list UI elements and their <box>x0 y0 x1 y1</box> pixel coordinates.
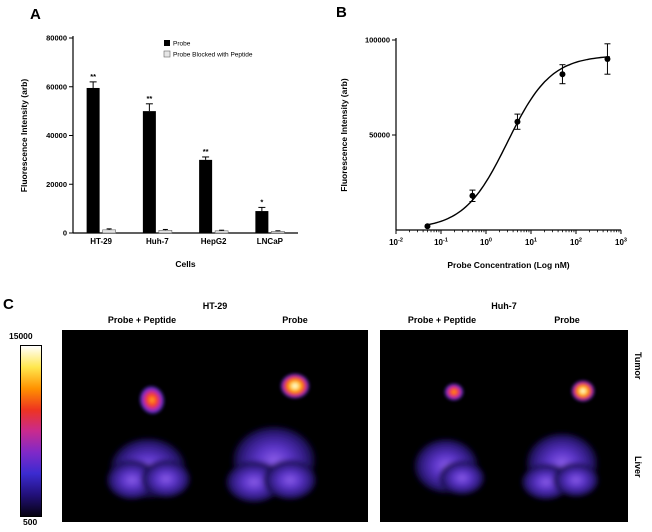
x-tick-label: 10-2 <box>389 238 403 248</box>
y-tick-label: 100000 <box>365 36 390 45</box>
y-tick-label: 0 <box>63 229 67 238</box>
x-axis-title: Probe Concentration (Log nM) <box>447 260 569 270</box>
legend-swatch-blocked <box>163 50 171 58</box>
legend-label-probe: Probe <box>173 41 191 48</box>
y-tick-label: 40000 <box>46 131 67 140</box>
x-tick-label: HepG2 <box>201 237 227 246</box>
significance-marker: ** <box>90 72 96 81</box>
bar-probe <box>142 111 156 233</box>
fluorescence-image-ht29 <box>62 330 368 522</box>
tumor-image-ht29-probe <box>280 373 310 399</box>
x-tick-label: Huh-7 <box>146 237 169 246</box>
bar-blocked <box>158 230 173 234</box>
significance-marker: * <box>260 197 263 206</box>
fit-curve <box>425 56 610 226</box>
y-tick-label: 60000 <box>46 82 67 91</box>
y-tick-label: 20000 <box>46 180 67 189</box>
data-point <box>559 71 566 78</box>
tumor-image-huh7-probe <box>571 380 595 402</box>
data-point <box>469 192 476 199</box>
group-title-huh7: Huh-7 <box>491 301 517 311</box>
group-title-ht29: HT-29 <box>202 301 228 311</box>
legend-label-blocked: Probe Blocked with Peptide <box>173 52 253 59</box>
dose-response-chart: 50000 100000 10-2 10-1 100 101 102 103 Probe Con… <box>339 36 627 271</box>
panel-a-label: A <box>30 6 41 23</box>
legend-swatch-probe <box>164 40 170 46</box>
row-label-tumor: Tumor <box>633 352 643 380</box>
panel-b-label: B <box>336 4 347 21</box>
significance-marker: ** <box>146 94 152 103</box>
y-tick-label: 50000 <box>369 131 390 140</box>
liver-image-ht29-probe <box>224 424 318 504</box>
y-tick-label: 80000 <box>46 34 67 43</box>
tumor-image-huh7-probe-peptide <box>444 383 464 401</box>
x-tick-label: 102 <box>570 238 582 248</box>
column-label-ht29-probe-peptide: Probe + Peptide <box>107 315 177 325</box>
x-tick-label: LNCaP <box>257 237 284 246</box>
column-label-ht29-probe: Probe <box>282 315 308 325</box>
liver-image-huh7-probe <box>520 431 600 501</box>
bar-blocked <box>102 229 116 234</box>
bar-chart-cell-fluorescence: 0 20000 40000 60000 80000 HT-29 ** Huh-7 ** HepG2… <box>19 34 298 269</box>
liver-image-huh7-probe-peptide <box>412 437 486 496</box>
column-label-huh7-probe: Probe <box>554 315 580 325</box>
panel-c-label: C <box>3 296 14 313</box>
bar-blocked <box>271 230 285 234</box>
data-point <box>514 118 521 125</box>
row-label-liver: Liver <box>633 456 643 478</box>
y-axis-title: Fluorescence Intensity (arb) <box>339 78 349 192</box>
intensity-colorbar <box>20 345 42 517</box>
x-axis-title: Cells <box>175 259 196 269</box>
significance-marker: ** <box>203 147 209 156</box>
colorbar-min-label: 500 <box>23 517 38 527</box>
bar-blocked <box>214 230 229 234</box>
tumor-image-ht29-probe-peptide <box>138 385 166 415</box>
y-axis-title: Fluorescence Intensity (arb) <box>19 79 29 193</box>
data-point <box>424 223 431 230</box>
bar-probe <box>86 87 100 233</box>
x-tick-label: 10-1 <box>434 238 448 248</box>
x-tick-label: 100 <box>480 238 492 248</box>
column-label-huh7-probe-peptide: Probe + Peptide <box>407 315 477 325</box>
x-tick-label: 101 <box>525 238 537 248</box>
data-point <box>604 56 611 62</box>
liver-image-ht29-probe-peptide <box>105 436 192 501</box>
fluorescence-image-huh7 <box>380 330 628 522</box>
bar-probe <box>199 159 213 233</box>
colorbar-max-label: 15000 <box>9 331 33 341</box>
x-tick-label: HT-29 <box>90 237 112 246</box>
x-tick-label: 103 <box>615 238 627 248</box>
bar-probe <box>255 211 269 233</box>
